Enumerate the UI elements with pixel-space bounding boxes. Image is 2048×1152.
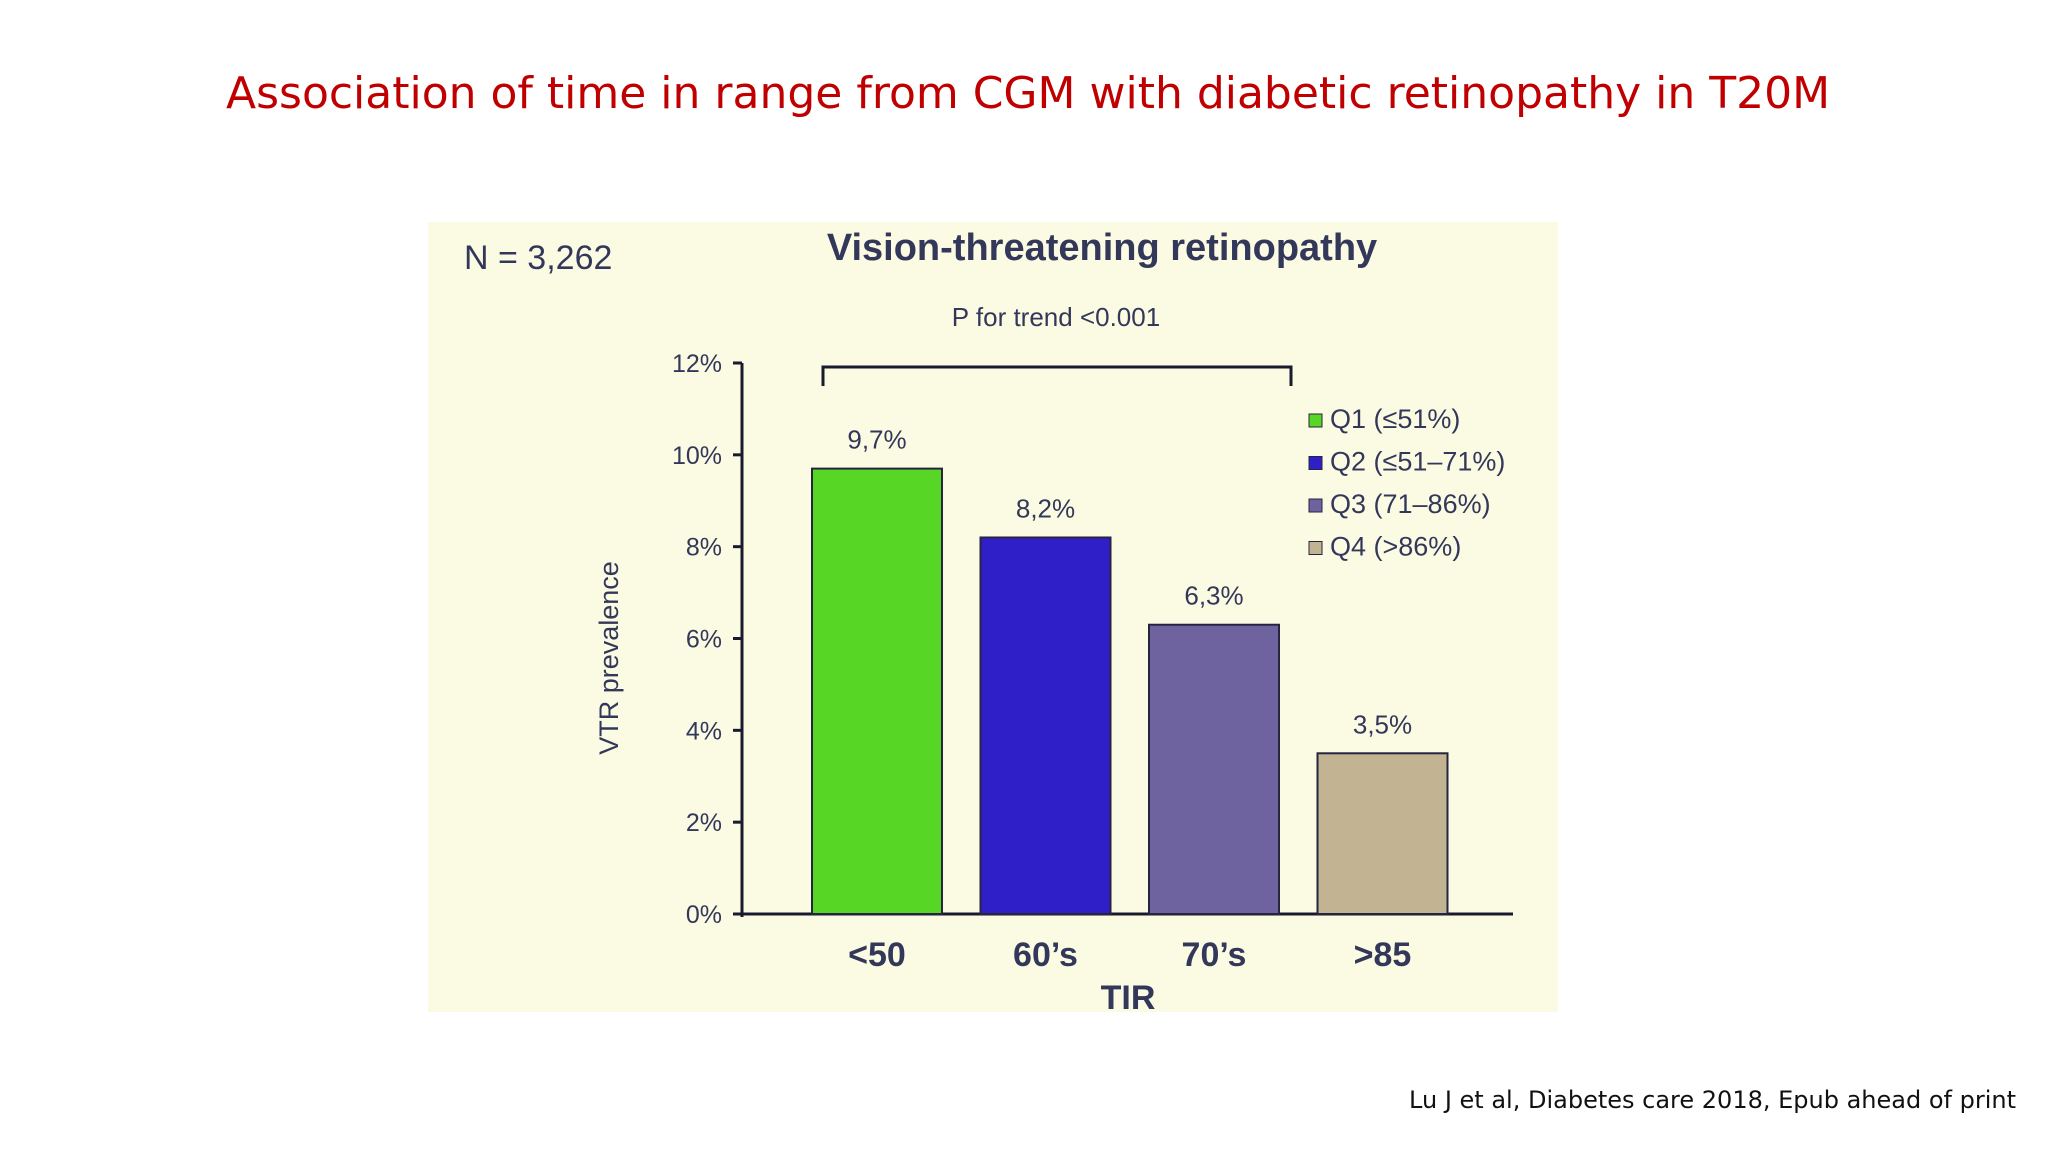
chart-title: Vision-threatening retinopathy bbox=[827, 227, 1377, 269]
legend-swatch bbox=[1308, 541, 1323, 555]
bar bbox=[1148, 623, 1280, 915]
y-axis-label: VTR prevalence bbox=[594, 561, 624, 755]
y-tick-label: 0% bbox=[686, 901, 722, 929]
x-tick-label: >85 bbox=[1354, 936, 1412, 974]
bar bbox=[979, 536, 1112, 915]
x-tick-label: 70’s bbox=[1182, 936, 1247, 974]
legend-swatch bbox=[1308, 456, 1323, 470]
y-tick-label: 4% bbox=[686, 717, 722, 745]
y-tick-label: 6% bbox=[686, 626, 722, 654]
legend-swatch bbox=[1308, 498, 1323, 513]
legend-swatch bbox=[1308, 413, 1323, 428]
data-label: 6,3% bbox=[1184, 581, 1243, 611]
bar bbox=[811, 467, 943, 915]
data-label: 9,7% bbox=[847, 425, 906, 455]
legend-label: Q3 (71–86%) bbox=[1330, 489, 1491, 519]
vtr-bar-chart: N = 3,262 Vision-threatening retinopathy… bbox=[464, 227, 1513, 1012]
x-tick-label: <50 bbox=[848, 936, 906, 974]
slide-title: Association of time in range from CGM wi… bbox=[226, 68, 1831, 119]
citation: Lu J et al, Diabetes care 2018, Epub ahe… bbox=[1409, 1086, 2016, 1114]
sample-size-label: N = 3,262 bbox=[464, 239, 612, 277]
y-tick-label: 8% bbox=[686, 534, 722, 562]
x-axis-label: TIR bbox=[1101, 979, 1156, 1012]
y-tick-label: 2% bbox=[686, 809, 722, 837]
legend-label: Q4 (>86%) bbox=[1330, 532, 1461, 562]
legend-label: Q2 (≤51–71%) bbox=[1330, 447, 1505, 477]
legend: Q1 (≤51%) Q2 (≤51–71%) Q3 (71–86%) Q4 (>86%… bbox=[1308, 404, 1505, 562]
y-tick-label: 12% bbox=[672, 350, 722, 378]
data-label: 3,5% bbox=[1353, 709, 1412, 739]
y-tick-label: 10% bbox=[672, 442, 722, 470]
trend-bracket bbox=[821, 365, 1293, 386]
data-label: 8,2% bbox=[1016, 493, 1075, 523]
x-tick-label: 60’s bbox=[1013, 936, 1078, 974]
figure-panel: N = 3,262 Vision-threatening retinopathy… bbox=[428, 222, 1558, 1012]
bar bbox=[1316, 752, 1449, 916]
legend-label: Q1 (≤51%) bbox=[1330, 404, 1460, 434]
trend-annotation: P for trend <0.001 bbox=[952, 302, 1160, 332]
